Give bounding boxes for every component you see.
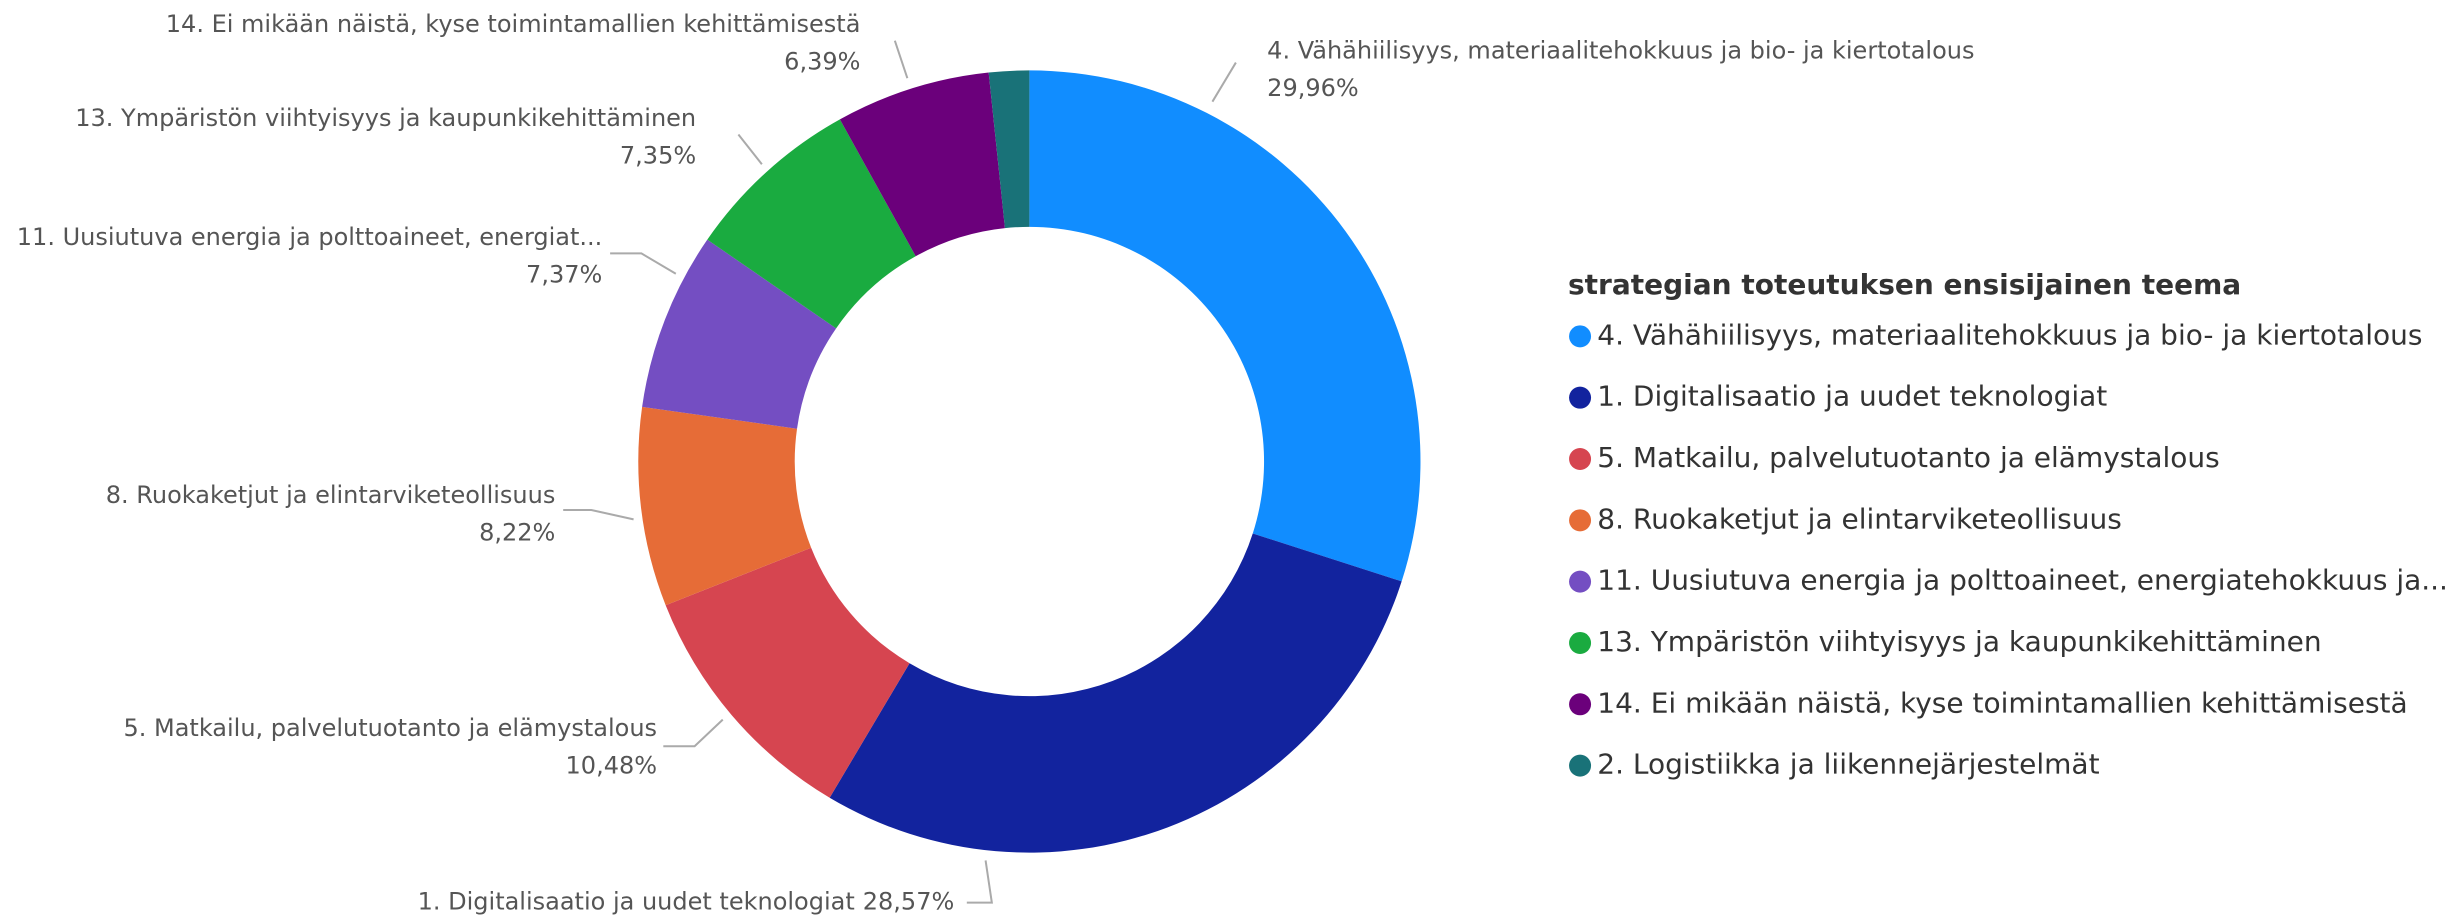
donut-slice: [642, 239, 837, 429]
donut-slice: [829, 533, 1402, 853]
label-value: 28,57%: [863, 888, 955, 916]
label-value: 29,96%: [1267, 74, 1359, 102]
legend-label: 11. Uusiutuva energia ja polttoaineet, e…: [1597, 564, 2448, 597]
legend-label: 8. Ruokaketjut ja elintarviketeollisuus: [1597, 502, 2122, 535]
data-label: 1. Digitalisaatio ja uudet teknologiat 28…: [418, 888, 955, 916]
label-name: 11. Uusiutuva energia ja polttoaineet, e…: [17, 223, 603, 251]
label-value: 8,22%: [479, 518, 555, 546]
donut-slice: [665, 547, 910, 798]
legend-label: 2. Logistiikka ja liikennejärjestelmät: [1597, 748, 2099, 781]
leader-line: [1211, 62, 1237, 103]
label-name: 1. Digitalisaatio ja uudet teknologiat: [418, 888, 855, 916]
legend-marker: [1569, 386, 1592, 409]
donut-slice: [1029, 70, 1421, 582]
legend-marker: [1569, 509, 1592, 532]
label-name: 5. Matkailu, palvelutuotanto ja elämysta…: [123, 714, 657, 742]
legend-label: 14. Ei mikään näistä, kyse toimintamalli…: [1597, 686, 2407, 719]
label-value: 7,35%: [620, 141, 696, 169]
legend-marker: [1569, 570, 1592, 593]
leader-line: [610, 252, 677, 275]
label-name: 8. Ruokaketjut ja elintarviketeollisuus: [106, 481, 556, 509]
label-name: 4. Vähähiilisyys, materiaalitehokkuus ja…: [1267, 37, 1974, 65]
donut-slice: [988, 70, 1030, 229]
label-name: 14. Ei mikään näistä, kyse toimintamalli…: [166, 10, 861, 38]
legend-title: strategian toteutuksen ensisijainen teem…: [1568, 268, 2241, 301]
leader-line: [966, 860, 993, 904]
label-value: 6,39%: [784, 48, 860, 76]
leader-line: [737, 133, 763, 165]
legend-label: 5. Matkailu, palvelutuotanto ja elämysta…: [1597, 441, 2220, 474]
label-value: 7,37%: [526, 260, 602, 288]
label-name: 13. Ympäristön viihtyisyys ja kaupunkike…: [75, 104, 696, 132]
donut-slice: [638, 406, 812, 606]
donut-slice: [707, 119, 916, 329]
legend-marker: [1569, 325, 1592, 348]
legend-label: 4. Vähähiilisyys, materiaalitehokkuus ja…: [1597, 318, 2422, 351]
legend-marker: [1569, 631, 1592, 654]
legend-marker: [1569, 693, 1592, 716]
legend-marker: [1569, 447, 1592, 470]
legend-marker: [1569, 754, 1592, 777]
legend-label: 13. Ympäristön viihtyisyys ja kaupunkike…: [1597, 625, 2321, 658]
leader-line: [563, 508, 634, 521]
legend-label: 1. Digitalisaatio ja uudet teknologiat: [1597, 380, 2107, 413]
label-value: 10,48%: [566, 752, 658, 780]
donut-slice: [839, 72, 1005, 257]
leader-line: [663, 718, 724, 748]
leader-line: [893, 40, 909, 79]
